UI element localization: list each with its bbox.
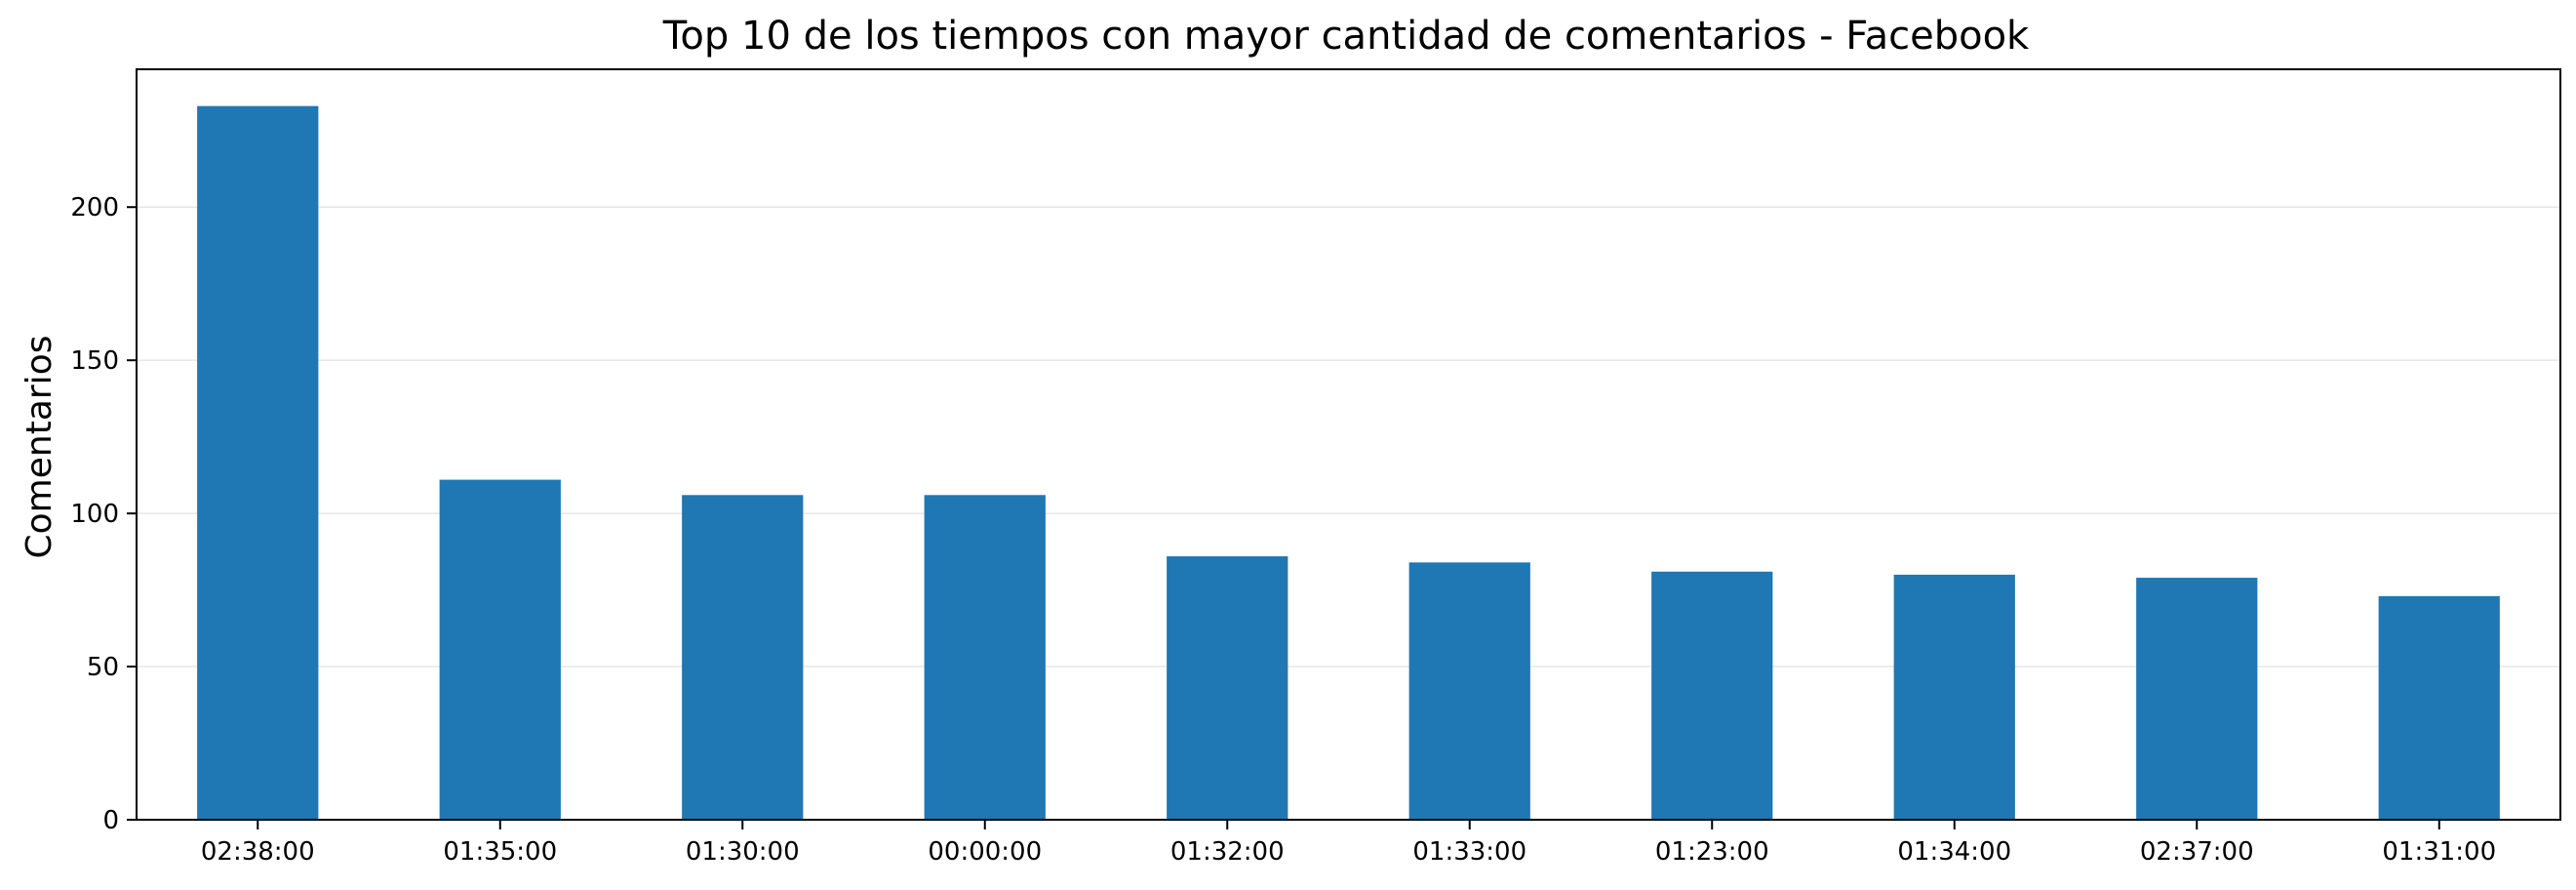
y-axis-ticks: 0 50 100 150 200: [70, 193, 137, 835]
bar: [2136, 578, 2258, 820]
bar: [2378, 595, 2500, 820]
bar: [1167, 556, 1288, 820]
bar: [197, 105, 319, 821]
y-tick-label: 200: [70, 193, 119, 222]
x-tick-label: 01:34:00: [1897, 837, 2011, 867]
x-tick-label: 02:38:00: [201, 837, 315, 867]
x-tick-label: 00:00:00: [928, 837, 1042, 867]
bar: [439, 479, 561, 820]
x-tick-label: 02:37:00: [2140, 837, 2254, 867]
bar: [682, 495, 804, 820]
y-tick-label: 0: [102, 806, 119, 835]
x-tick-label: 01:32:00: [1170, 837, 1285, 867]
x-tick-label: 01:31:00: [2382, 837, 2496, 867]
x-tick-label: 01:35:00: [443, 837, 557, 867]
x-tick-label: 01:30:00: [686, 837, 800, 867]
x-axis-ticks: 02:38:00 01:35:00 01:30:00 00:00:00 01:32:00…: [201, 820, 2496, 867]
bar: [924, 495, 1046, 820]
bar: [1651, 571, 1773, 820]
bars: [197, 105, 2500, 821]
x-tick-label: 01:33:00: [1412, 837, 1526, 867]
bar: [1408, 562, 1530, 820]
y-tick-label: 100: [70, 500, 119, 529]
y-tick-label: 50: [87, 653, 119, 682]
x-tick-label: 01:23:00: [1655, 837, 1769, 867]
plot-frame: [136, 68, 2561, 821]
y-axis-label: Comentarios: [20, 336, 59, 559]
bar: [1893, 574, 2015, 820]
y-tick-label: 150: [70, 346, 119, 376]
chart-title: Top 10 de los tiempos con mayor cantidad…: [662, 14, 2030, 59]
